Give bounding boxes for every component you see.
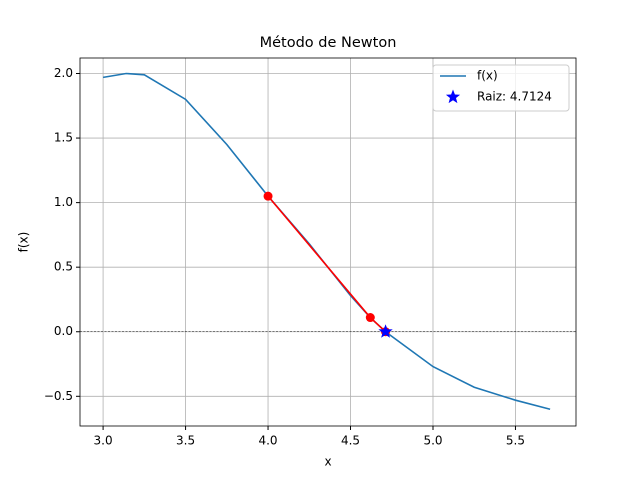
x-tick-label: 5.0 xyxy=(423,434,442,448)
legend-box xyxy=(432,64,570,112)
x-tick-label: 3.5 xyxy=(176,434,195,448)
y-tick-label: 0.0 xyxy=(54,324,73,338)
legend-swatch xyxy=(445,89,461,104)
root-marker xyxy=(378,324,393,338)
legend-label: Raiz: 4.7124 xyxy=(477,90,552,104)
series-line xyxy=(102,72,551,410)
y-tick-label: 2.0 xyxy=(54,66,73,80)
x-tick-label: 3.0 xyxy=(94,434,113,448)
x-tick-label: 5.5 xyxy=(506,434,525,448)
y-tick-label: 0.5 xyxy=(54,260,73,274)
y-tick-label: 1.5 xyxy=(54,131,73,145)
newton-point xyxy=(365,313,375,323)
x-tick-label: 4.5 xyxy=(341,434,360,448)
legend-label: f(x) xyxy=(477,69,498,83)
y-axis-label: f(x) xyxy=(17,232,31,253)
chart-title: Método de Newton xyxy=(260,35,397,51)
y-tick-label: 1.0 xyxy=(54,195,73,209)
plot-frame xyxy=(79,57,577,427)
newton-path xyxy=(267,195,387,333)
y-tick-label: −0.5 xyxy=(44,389,73,403)
x-tick-label: 4.0 xyxy=(258,434,277,448)
newton-point xyxy=(263,191,273,201)
x-axis-label: x xyxy=(324,455,331,469)
